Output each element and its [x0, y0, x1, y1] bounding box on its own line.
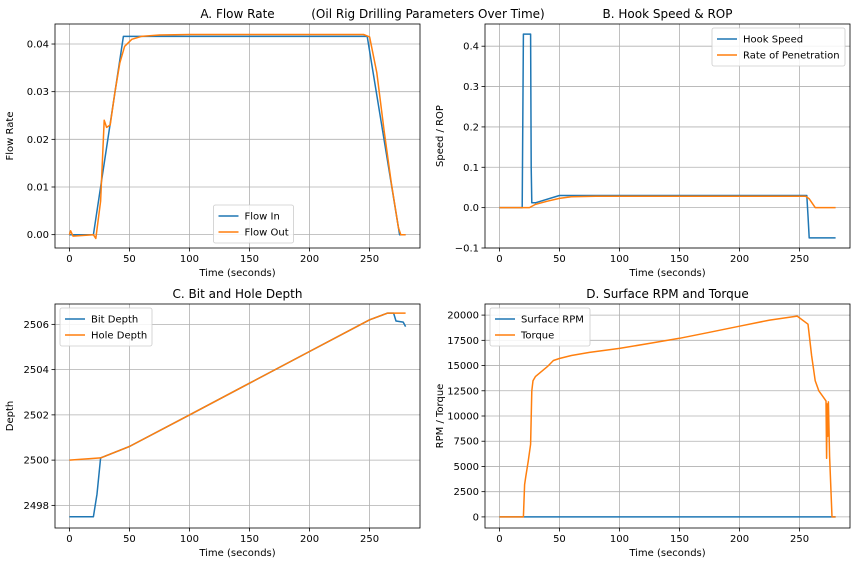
- panel-title: D. Surface RPM and Torque: [586, 287, 749, 301]
- y-tick-label: −0.1: [455, 244, 479, 255]
- x-tick-label: 200: [300, 254, 319, 265]
- y-tick-label: 0.0: [463, 203, 479, 214]
- series-line-torque: [499, 315, 836, 518]
- x-tick-label: 250: [360, 254, 379, 265]
- x-tick-label: 200: [300, 534, 319, 545]
- x-tick-label: 100: [610, 534, 629, 545]
- panel-title: B. Hook Speed & ROP: [603, 7, 733, 21]
- y-tick-label: 2498: [24, 501, 49, 512]
- legend: Flow In Flow Out: [213, 204, 294, 244]
- y-tick-label: 0.01: [27, 182, 49, 193]
- x-tick-label: 100: [180, 254, 199, 265]
- x-tick-label: 50: [123, 534, 136, 545]
- y-tick-label: 0.03: [27, 87, 49, 98]
- y-tick-label: 2500: [24, 456, 49, 467]
- y-tick-label: 2504: [24, 365, 49, 376]
- x-tick-label: 250: [790, 254, 809, 265]
- y-tick-label: 12500: [447, 386, 479, 397]
- x-tick-label: 150: [240, 254, 259, 265]
- legend-entry: Rate of Penetration: [743, 51, 840, 62]
- x-axis-label: Time (seconds): [628, 548, 705, 559]
- y-tick-label: 20000: [447, 311, 479, 322]
- x-tick-label: 200: [730, 254, 749, 265]
- legend: Bit Depth Hole Depth: [59, 307, 153, 347]
- x-axis-label: Time (seconds): [628, 268, 705, 279]
- x-tick-label: 200: [730, 534, 749, 545]
- y-axis-label: Speed / ROP: [435, 105, 446, 167]
- y-tick-label: 0.1: [463, 163, 479, 174]
- panel-A: 0 50 100 150 200 250 0.00 0.01 0.02 0.03 0.04 A. Fl…: [5, 7, 421, 279]
- y-tick-label: 2502: [24, 410, 49, 421]
- x-tick-label: 150: [240, 534, 259, 545]
- x-tick-label: 50: [123, 254, 136, 265]
- axes-frame: [54, 303, 421, 529]
- y-tick-label: 0.02: [27, 135, 49, 146]
- y-tick-label: 0.04: [27, 40, 49, 51]
- legend-entry: Hole Depth: [91, 331, 147, 342]
- y-tick-label: 0.00: [27, 230, 49, 241]
- y-tick-label: 0.4: [463, 42, 479, 53]
- y-tick-label: 0.3: [463, 82, 479, 93]
- x-axis-label: Time (seconds): [198, 548, 275, 559]
- axes-frame: [484, 23, 851, 249]
- y-tick-label: 7500: [454, 437, 479, 448]
- legend-entry: Flow Out: [245, 228, 289, 239]
- x-tick-label: 150: [670, 534, 689, 545]
- y-tick-label: 2500: [454, 487, 479, 498]
- legend: Hook Speed Rate of Penetration: [711, 27, 846, 67]
- panel-B: 0 50 100 150 200 250 −0.1 0.0 0.1 0.2 0.3 0.4 B. Hoo…: [435, 7, 851, 279]
- y-axis-label: Depth: [5, 401, 16, 431]
- legend-entry: Hook Speed: [743, 35, 803, 46]
- x-tick-label: 100: [180, 534, 199, 545]
- panel-title: C. Bit and Hole Depth: [173, 287, 303, 301]
- y-tick-label: 17500: [447, 336, 479, 347]
- panel-C: 0 50 100 150 200 250 2498 2500 2502 2504 2506 C. Bi…: [5, 287, 421, 559]
- y-tick-label: 5000: [454, 462, 479, 473]
- x-tick-label: 0: [66, 254, 72, 265]
- panel-D: 0 50 100 150 200 2500250050007500100001250015…: [435, 287, 851, 559]
- x-axis-label: Time (seconds): [198, 268, 275, 279]
- figure-suptitle: (Oil Rig Drilling Parameters Over Time): [311, 7, 544, 21]
- panel-title: A. Flow Rate: [200, 7, 274, 21]
- y-tick-label: 10000: [447, 412, 479, 423]
- legend-entry: Bit Depth: [91, 315, 138, 326]
- x-tick-label: 150: [670, 254, 689, 265]
- legend-entry: Surface RPM: [521, 315, 584, 326]
- y-tick-label: 0.2: [463, 122, 479, 133]
- series-line-flow-in: [69, 35, 406, 236]
- series-line-hook-speed: [499, 33, 836, 239]
- series-line-hole-depth: [69, 312, 406, 461]
- x-tick-label: 0: [496, 254, 502, 265]
- y-axis-label: Flow Rate: [5, 112, 16, 161]
- x-tick-label: 0: [66, 534, 72, 545]
- legend-entry: Flow In: [245, 212, 280, 223]
- legend: Surface RPM Torque: [489, 307, 591, 347]
- x-tick-label: 250: [360, 534, 379, 545]
- axes-frame: [54, 23, 421, 249]
- series-line-rate-of-penetration: [499, 195, 836, 209]
- series-line-flow-out: [68, 33, 406, 240]
- x-tick-label: 50: [553, 534, 566, 545]
- x-tick-label: 50: [553, 254, 566, 265]
- x-tick-label: 100: [610, 254, 629, 265]
- x-tick-label: 0: [496, 534, 502, 545]
- y-axis-label: RPM / Torque: [435, 384, 446, 449]
- legend-entry: Torque: [520, 331, 554, 342]
- y-tick-label: 0: [473, 512, 479, 523]
- y-tick-label: 2506: [24, 320, 49, 331]
- x-tick-label: 250: [790, 534, 809, 545]
- y-tick-label: 15000: [447, 361, 479, 372]
